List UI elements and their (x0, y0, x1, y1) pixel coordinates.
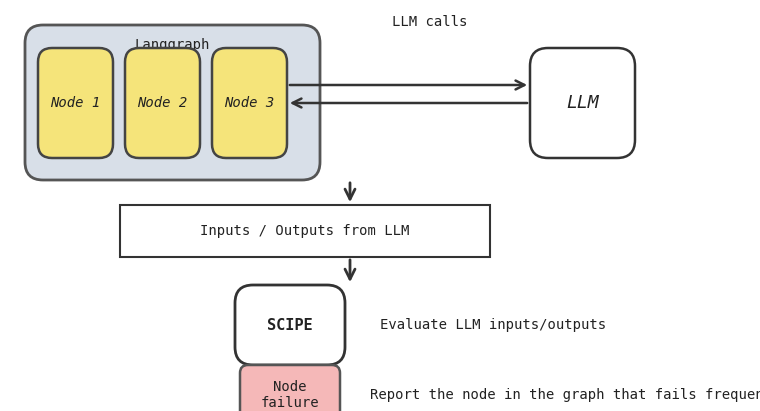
Text: LLM calls: LLM calls (392, 15, 467, 29)
FancyBboxPatch shape (25, 25, 320, 180)
FancyBboxPatch shape (235, 285, 345, 365)
Text: Evaluate LLM inputs/outputs: Evaluate LLM inputs/outputs (380, 318, 606, 332)
Text: Node
failure: Node failure (261, 380, 319, 410)
FancyBboxPatch shape (530, 48, 635, 158)
Text: Report the node in the graph that fails frequently: Report the node in the graph that fails … (370, 388, 760, 402)
Text: Node 3: Node 3 (224, 96, 274, 110)
FancyBboxPatch shape (212, 48, 287, 158)
FancyBboxPatch shape (240, 365, 340, 411)
Text: Inputs / Outputs from LLM: Inputs / Outputs from LLM (201, 224, 410, 238)
FancyBboxPatch shape (125, 48, 200, 158)
Text: SCIPE: SCIPE (268, 318, 313, 332)
Text: Node 2: Node 2 (138, 96, 188, 110)
Bar (120, 205, 490, 257)
FancyBboxPatch shape (38, 48, 113, 158)
Text: Node 1: Node 1 (50, 96, 100, 110)
Text: Langgraph: Langgraph (135, 38, 211, 52)
Text: LLM: LLM (566, 94, 599, 112)
